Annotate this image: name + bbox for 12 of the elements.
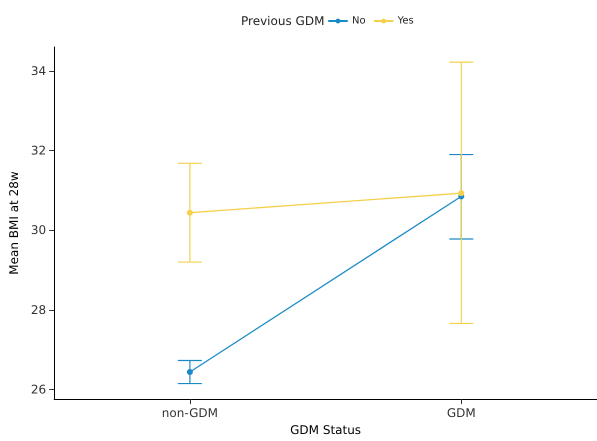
y-axis-title: Mean BMI at 28w — [7, 171, 21, 275]
y-tick-label: 28 — [30, 302, 46, 317]
legend-label: No — [352, 16, 366, 26]
y-tick-label: 34 — [30, 64, 46, 78]
y-tick-label: 32 — [30, 144, 46, 158]
x-tick-label: GDM — [446, 406, 476, 420]
legend-title: Previous GDM — [241, 14, 324, 28]
legend-label: Yes — [396, 16, 414, 26]
x-tick-label: non-GDM — [162, 406, 218, 420]
x-axis-title: GDM Status — [290, 423, 362, 437]
y-tick-label: 26 — [30, 382, 46, 397]
y-tick-label: 30 — [30, 223, 46, 238]
